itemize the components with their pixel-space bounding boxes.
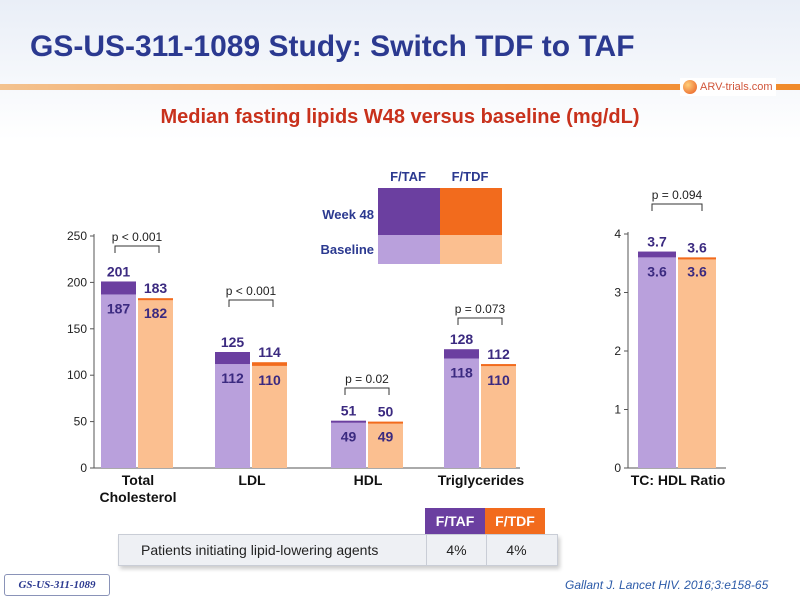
lipids-chart-bar-tdf-week48 — [252, 362, 287, 366]
lipids-chart-pvalue-bracket — [228, 299, 274, 307]
lipids-chart-label-tdf-baseline: 110 — [258, 372, 281, 388]
lipids-chart-pvalue-label: p = 0.02 — [345, 372, 389, 386]
legend-swatch-tdf-week48 — [440, 188, 502, 235]
lipids-chart-label-taf-week48: 128 — [450, 331, 474, 347]
title-divider — [0, 84, 800, 90]
ratio-chart-y-tick-label: 3 — [614, 286, 621, 300]
brand-logo-icon — [683, 80, 697, 94]
lipids-chart-label-taf-baseline: 112 — [221, 370, 244, 386]
brand-name: ARV-trials.com — [700, 81, 773, 93]
table-header-row: F/TAF F/TDF — [425, 508, 558, 534]
lipids-chart-bar-taf-week48 — [101, 281, 136, 295]
lipids-chart-y-tick-label: 150 — [67, 322, 87, 336]
lipids-chart-label-taf-baseline: 187 — [107, 300, 131, 316]
lipids-chart-bar-taf-baseline — [444, 358, 479, 468]
ratio-chart-label-taf-baseline: 3.6 — [647, 263, 667, 279]
ratio-chart-category-label: TC: HDL Ratio — [631, 472, 726, 488]
lipids-chart-bar-taf-week48 — [331, 420, 366, 423]
lipids-chart-pvalue-label: p < 0.001 — [112, 230, 163, 244]
lipids-chart-bar-tdf-week48 — [368, 421, 403, 424]
table-row: Patients initiating lipid-lowering agent… — [118, 534, 558, 566]
ratio-chart-bar-taf-week48 — [638, 251, 676, 258]
lipids-chart-y-tick-label: 100 — [67, 368, 87, 382]
ratio-chart-bar-tdf-week48 — [678, 257, 716, 260]
ratio-chart-pvalue-bracket — [651, 203, 703, 211]
lipids-chart-bar-tdf-week48 — [481, 364, 516, 367]
table-value-tdf: 4% — [486, 535, 546, 565]
lipids-chart-bar-tdf-week48 — [138, 298, 173, 301]
lipids-chart-bar-tdf-baseline — [481, 365, 516, 468]
lipids-chart-bar-taf-week48 — [444, 349, 479, 359]
lipids-chart-y-tick-label: 0 — [80, 461, 87, 475]
lipids-chart-bar-tdf-baseline — [138, 299, 173, 468]
lipids-chart-bar-tdf-baseline — [252, 365, 287, 468]
lipids-chart-label-tdf-week48: 50 — [378, 404, 394, 420]
lipids-chart-label-taf-week48: 125 — [221, 334, 245, 350]
lipids-chart-label-tdf-week48: 183 — [144, 280, 168, 296]
lipids-chart-category-label: Cholesterol — [99, 489, 176, 505]
ratio-chart-y-tick-label: 0 — [614, 461, 621, 475]
lipids-chart-bar-taf-week48 — [215, 352, 250, 365]
lipids-chart-y-tick-label: 50 — [74, 415, 88, 429]
legend-row-baseline: Baseline — [321, 242, 374, 257]
citation: Gallant J. Lancet HIV. 2016;3:e158-65 — [565, 578, 769, 592]
lipids-chart-label-taf-week48: 201 — [107, 263, 131, 279]
lipids-chart-bar-taf-baseline — [331, 422, 366, 468]
lipid-agents-table: F/TAF F/TDF Patients initiating lipid-lo… — [118, 508, 558, 566]
lipids-chart-bar-tdf-baseline — [368, 422, 403, 468]
lipids-chart-label-tdf-week48: 112 — [487, 346, 510, 362]
lipids-chart-label-tdf-baseline: 49 — [378, 429, 394, 445]
ratio-chart-bar-taf-baseline — [638, 257, 676, 468]
legend-col-tdf: F/TDF — [452, 169, 489, 184]
lipids-chart-label-taf-baseline: 118 — [450, 364, 473, 380]
table-header-taf: F/TAF — [425, 508, 485, 534]
lipids-chart-pvalue-label: p < 0.001 — [226, 284, 277, 298]
lipids-chart-bar-taf-baseline — [215, 364, 250, 468]
lipids-chart-label-taf-baseline: 49 — [341, 429, 357, 445]
ratio-chart-y-tick-label: 2 — [614, 344, 621, 358]
lipids-chart-pvalue-label: p = 0.073 — [455, 302, 506, 316]
ratio-chart-pvalue-label: p = 0.094 — [652, 188, 703, 202]
legend-swatch-taf-baseline — [378, 235, 440, 264]
lipids-chart-pvalue-bracket — [114, 245, 160, 253]
lipids-chart-bar-taf-baseline — [101, 294, 136, 468]
brand-logo: ARV-trials.com — [680, 78, 776, 96]
lipids-chart-label-tdf-week48: 114 — [258, 344, 281, 360]
legend-col-taf: F/TAF — [390, 169, 426, 184]
lipids-chart-y-tick-label: 250 — [67, 229, 87, 243]
ratio-chart-label-tdf-baseline: 3.6 — [687, 263, 707, 279]
lipids-chart-category-label: LDL — [238, 472, 266, 488]
ratio-chart-label-taf-week48: 3.7 — [647, 234, 667, 250]
study-tag: GS-US-311-1089 — [4, 574, 110, 596]
ratio-chart-bar-tdf-baseline — [678, 257, 716, 468]
page-title: GS-US-311-1089 Study: Switch TDF to TAF — [30, 30, 635, 63]
lipids-chart-pvalue-bracket — [457, 317, 503, 325]
lipids-chart-category-label: Total — [122, 472, 154, 488]
ratio-chart-label-tdf-week48: 3.6 — [687, 239, 707, 255]
lipids-chart-label-tdf-baseline: 182 — [144, 305, 168, 321]
legend-swatch-tdf-baseline — [440, 235, 502, 264]
legend-swatch-taf-week48 — [378, 188, 440, 235]
table-value-taf: 4% — [426, 535, 486, 565]
lipids-chart-category-label: HDL — [354, 472, 383, 488]
lipids-chart-category-label: Triglycerides — [438, 472, 525, 488]
legend-row-week48: Week 48 — [322, 207, 374, 222]
lipids-chart-label-taf-week48: 51 — [341, 403, 357, 419]
lipids-chart-pvalue-bracket — [344, 387, 390, 395]
table-row-label: Patients initiating lipid-lowering agent… — [141, 542, 379, 558]
lipids-chart-label-tdf-baseline: 110 — [487, 372, 510, 388]
ratio-chart-y-tick-label: 1 — [614, 403, 621, 417]
ratio-chart-y-tick-label: 4 — [614, 227, 621, 241]
chart-subtitle: Median fasting lipids W48 versus baselin… — [160, 106, 640, 128]
lipids-chart-y-tick-label: 200 — [67, 275, 87, 289]
table-header-tdf: F/TDF — [485, 508, 545, 534]
